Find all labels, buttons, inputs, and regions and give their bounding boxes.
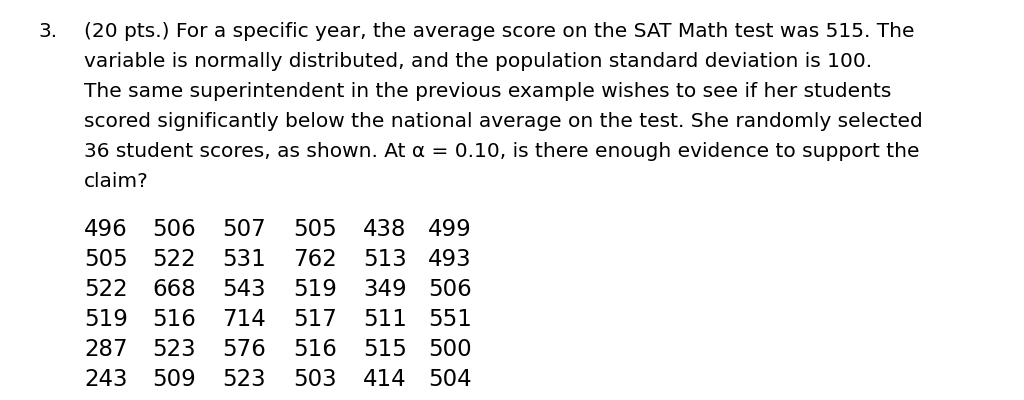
Text: 36 student scores, as shown. At α = 0.10, is there enough evidence to support th: 36 student scores, as shown. At α = 0.10…	[84, 142, 920, 161]
Text: 668: 668	[152, 278, 196, 301]
Text: 438: 438	[362, 218, 407, 241]
Text: 507: 507	[222, 218, 266, 241]
Text: 505: 505	[293, 218, 337, 241]
Text: (20 pts.) For a specific year, the average score on the SAT Math test was 515. T: (20 pts.) For a specific year, the avera…	[84, 22, 914, 41]
Text: 511: 511	[362, 308, 407, 331]
Text: 287: 287	[84, 338, 128, 361]
Text: 414: 414	[362, 368, 407, 391]
Text: 243: 243	[84, 368, 128, 391]
Text: 509: 509	[152, 368, 196, 391]
Text: 3.: 3.	[39, 22, 58, 41]
Text: 500: 500	[428, 338, 472, 361]
Text: claim?: claim?	[84, 172, 148, 191]
Text: 551: 551	[428, 308, 472, 331]
Text: 522: 522	[152, 248, 196, 271]
Text: 523: 523	[222, 368, 265, 391]
Text: 714: 714	[222, 308, 266, 331]
Text: 513: 513	[362, 248, 407, 271]
Text: 504: 504	[428, 368, 472, 391]
Text: 503: 503	[293, 368, 337, 391]
Text: 516: 516	[293, 338, 337, 361]
Text: 531: 531	[222, 248, 266, 271]
Text: variable is normally distributed, and the population standard deviation is 100.: variable is normally distributed, and th…	[84, 52, 872, 71]
Text: 576: 576	[222, 338, 266, 361]
Text: 522: 522	[84, 278, 128, 301]
Text: 517: 517	[293, 308, 337, 331]
Text: 762: 762	[293, 248, 337, 271]
Text: The same superintendent in the previous example wishes to see if her students: The same superintendent in the previous …	[84, 82, 891, 101]
Text: 499: 499	[428, 218, 472, 241]
Text: 516: 516	[152, 308, 196, 331]
Text: 493: 493	[428, 248, 472, 271]
Text: scored significantly below the national average on the test. She randomly select: scored significantly below the national …	[84, 112, 923, 131]
Text: 349: 349	[362, 278, 407, 301]
Text: 519: 519	[84, 308, 128, 331]
Text: 506: 506	[152, 218, 196, 241]
Text: 523: 523	[152, 338, 196, 361]
Text: 506: 506	[428, 278, 472, 301]
Text: 496: 496	[84, 218, 128, 241]
Text: 543: 543	[222, 278, 265, 301]
Text: 505: 505	[84, 248, 128, 271]
Text: 515: 515	[362, 338, 407, 361]
Text: 519: 519	[293, 278, 337, 301]
